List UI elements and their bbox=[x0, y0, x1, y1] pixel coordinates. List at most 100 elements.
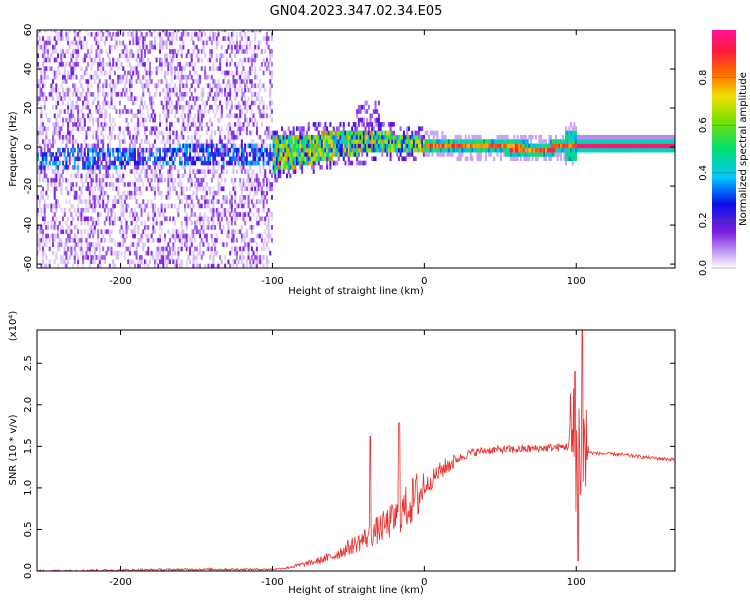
spectrogram-cell bbox=[62, 49, 65, 54]
spectrogram-cell bbox=[548, 139, 551, 144]
spectrogram-cell bbox=[140, 233, 143, 239]
spectrogram-cell bbox=[37, 100, 40, 106]
spectrogram-cell bbox=[142, 104, 145, 110]
spectrogram-cell bbox=[123, 156, 126, 162]
spectrogram-cell bbox=[369, 117, 372, 123]
spectrogram-cell bbox=[147, 147, 150, 153]
spectrogram-cell bbox=[184, 237, 187, 243]
spectrogram-cell bbox=[660, 147, 663, 153]
spectrogram-cell bbox=[259, 169, 262, 174]
spectrogram-cell bbox=[80, 92, 83, 97]
spectrogram-cell bbox=[583, 139, 586, 144]
spectrogram-cell bbox=[97, 242, 100, 247]
spectrogram-cell bbox=[257, 259, 260, 265]
spectrogram-cell bbox=[95, 220, 98, 226]
spectrogram-cell bbox=[174, 263, 177, 268]
spectrogram-cell bbox=[229, 83, 232, 89]
spectrogram-cell bbox=[110, 130, 113, 136]
spectrogram-cell bbox=[214, 190, 217, 196]
spectrogram-cell bbox=[568, 147, 571, 153]
spectrogram-cell bbox=[93, 195, 96, 200]
spectrogram-cell bbox=[595, 147, 598, 153]
spectrogram-cell bbox=[83, 113, 86, 119]
spectrogram-cell bbox=[53, 182, 56, 187]
spectrogram-cell bbox=[205, 160, 208, 166]
spectrogram-cell bbox=[376, 143, 379, 149]
spectrogram-cell bbox=[53, 259, 56, 265]
spectrogram-cell bbox=[195, 190, 198, 196]
spectrogram-cell bbox=[635, 147, 638, 153]
spectrogram-cell bbox=[38, 242, 41, 247]
spectrogram-cell bbox=[158, 117, 161, 123]
spectrogram-cell bbox=[296, 156, 299, 162]
spectrogram-cell bbox=[247, 143, 250, 149]
spectrogram-cell bbox=[210, 134, 213, 140]
spectrogram-cell bbox=[638, 139, 641, 144]
spectrogram-cell bbox=[635, 134, 638, 140]
spectrogram-cell bbox=[105, 109, 108, 114]
spectrogram-cell bbox=[75, 165, 78, 170]
spectrogram-cell bbox=[244, 31, 247, 37]
spectrogram-cell bbox=[58, 152, 61, 157]
spectrogram-cell bbox=[289, 156, 292, 162]
spectrogram-cell bbox=[179, 263, 182, 268]
spectrogram-cell bbox=[108, 156, 111, 162]
spectrogram-cell bbox=[172, 152, 175, 157]
spectrogram-cell bbox=[401, 139, 404, 144]
spectrogram-cell bbox=[85, 242, 88, 247]
spectrogram-cell bbox=[102, 190, 105, 196]
spectrogram-cell bbox=[133, 156, 136, 162]
spectrogram-cell bbox=[506, 152, 509, 157]
spectrogram-cell bbox=[128, 49, 131, 54]
spectrogram-cell bbox=[83, 229, 86, 235]
spectrogram-cell bbox=[122, 30, 125, 33]
spectrogram-cell bbox=[120, 49, 123, 54]
spectrogram-cell bbox=[103, 70, 106, 76]
spectrogram-cell bbox=[219, 57, 222, 63]
spectrogram-cell bbox=[88, 109, 91, 114]
spectrogram-cell bbox=[180, 225, 183, 230]
spectrogram-cell bbox=[72, 92, 75, 97]
spectrogram-cell bbox=[182, 233, 185, 239]
spectrogram-cell bbox=[217, 92, 220, 97]
spectrogram-cell bbox=[292, 152, 295, 157]
spectrogram-cell bbox=[661, 143, 664, 149]
spectrogram-cell bbox=[230, 229, 233, 235]
spectrogram-cell bbox=[606, 139, 609, 144]
spectrogram-cell bbox=[60, 207, 63, 213]
spectrogram-cell bbox=[127, 190, 130, 196]
spectrogram-cell bbox=[138, 263, 141, 268]
spectrogram-cell bbox=[242, 66, 245, 71]
spectrogram-cell bbox=[73, 242, 76, 247]
spectrogram-cell bbox=[431, 147, 434, 153]
spectrogram-cell bbox=[220, 229, 223, 235]
spectrogram-cell bbox=[217, 126, 220, 132]
spectrogram-cell bbox=[449, 147, 452, 153]
spectrogram-cell bbox=[521, 139, 524, 144]
spectrogram-cell bbox=[389, 152, 392, 157]
spectrogram-cell bbox=[366, 152, 369, 157]
spectrogram-cell bbox=[646, 134, 649, 140]
spectrogram-cell bbox=[376, 117, 379, 123]
spectrogram-cell bbox=[192, 66, 195, 71]
spectrogram-cell bbox=[105, 156, 108, 162]
spectrogram-cell bbox=[265, 182, 268, 187]
spectrogram-cell bbox=[133, 225, 136, 230]
spectrogram-cell bbox=[209, 139, 212, 144]
spectrogram-cell bbox=[187, 156, 190, 162]
spectrogram-cell bbox=[197, 250, 200, 256]
spectrogram-cell bbox=[643, 134, 646, 140]
spectrogram-cell bbox=[62, 255, 65, 260]
spectrogram-cell bbox=[244, 237, 247, 243]
spectrogram-cell bbox=[113, 70, 116, 76]
spectrogram-cell bbox=[267, 134, 270, 140]
spectrogram-cell bbox=[237, 203, 240, 209]
spectrogram-cell bbox=[194, 44, 197, 50]
spectrogram-cell bbox=[240, 139, 243, 144]
spectrogram-cell bbox=[259, 259, 262, 265]
spectrogram-cell bbox=[194, 173, 197, 179]
spectrogram-cell bbox=[73, 195, 76, 200]
spectrogram-cell bbox=[549, 143, 552, 149]
spectrogram-cell bbox=[98, 250, 101, 256]
